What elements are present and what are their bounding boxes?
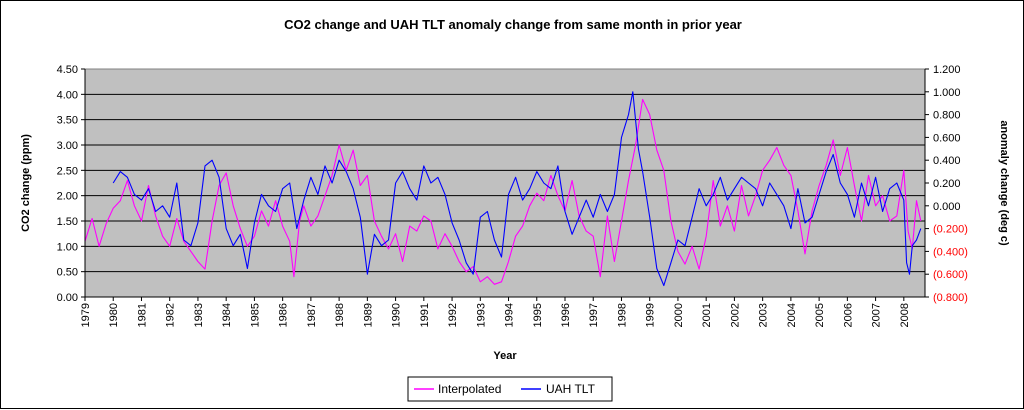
y-right-tick-label: 1.200 <box>933 64 961 76</box>
chart-title: CO2 change and UAH TLT anomaly change fr… <box>284 17 742 32</box>
x-tick-label: 1994 <box>504 303 516 327</box>
legend: Interpolated UAH TLT <box>407 376 613 402</box>
x-tick-label: 1980 <box>108 303 120 327</box>
x-tick-label: 1985 <box>249 303 261 327</box>
x-tick-label: 2008 <box>899 303 911 327</box>
legend-box <box>407 376 613 402</box>
x-tick-label: 1986 <box>278 303 290 327</box>
x-tick-label: 1995 <box>532 303 544 327</box>
y-right-tick-label: 0.600 <box>933 132 961 144</box>
series-line-interpolated <box>84 98 922 285</box>
x-tick-label: 1984 <box>221 303 233 327</box>
axes-layer: 0.00 0.50 1.00 1.50 2.00 2.50 3.00 3.50 4.00 4.50… <box>57 64 968 327</box>
y-left-tick-label: 2.50 <box>57 165 78 177</box>
y-left-tick-label: 1.50 <box>57 216 78 228</box>
series-line-uah-tlt <box>112 91 922 287</box>
y-right-tick-label: (0.400) <box>933 246 968 258</box>
y-left-tick-label: 3.50 <box>57 115 78 127</box>
x-tick-label: 2004 <box>786 303 798 327</box>
legend-label-interpolated: Interpolated <box>438 382 501 396</box>
y-left-tick-label: 4.50 <box>57 64 78 76</box>
x-tick-label: 1996 <box>560 303 572 327</box>
x-tick-label: 1992 <box>447 303 459 327</box>
x-tick-label: 2006 <box>842 303 854 327</box>
x-tick-label: 1993 <box>475 303 487 327</box>
y-right-tick-label: (0.600) <box>933 269 968 281</box>
y-left-tick-label: 4.00 <box>57 89 78 101</box>
x-tick-label: 1999 <box>645 303 657 327</box>
x-tick-label: 2005 <box>814 303 826 327</box>
y-right-tick-label: 1.000 <box>933 87 961 99</box>
y-right-tick-label: 0.000 <box>933 201 961 213</box>
x-tick-label: 1979 <box>80 303 92 327</box>
x-tick-label: 2007 <box>871 303 883 327</box>
x-tick-label: 1982 <box>165 303 177 327</box>
y-right-tick-label: 0.200 <box>933 178 961 190</box>
x-tick-label: 2003 <box>758 303 770 327</box>
x-tick-label: 1997 <box>588 303 600 327</box>
x-tick-label: 1987 <box>306 303 318 327</box>
x-tick-label: 1983 <box>193 303 205 327</box>
legend-label-uah-tlt: UAH TLT <box>546 382 596 396</box>
x-tick-label: 1998 <box>616 303 628 327</box>
y-left-tick-label: 0.50 <box>57 267 78 279</box>
x-tick-label: 2002 <box>729 303 741 327</box>
plot-area <box>84 68 926 298</box>
y-axis-right-title: anomaly change (deg c) <box>998 120 1010 246</box>
series-layer <box>84 91 922 287</box>
y-left-tick-label: 3.00 <box>57 140 78 152</box>
y-right-tick-label: (0.200) <box>933 224 968 236</box>
y-right-tick-label: (0.800) <box>933 292 968 304</box>
x-tick-label: 1989 <box>362 303 374 327</box>
y-right-tick-label: 0.800 <box>933 110 961 122</box>
x-tick-label: 1988 <box>334 303 346 327</box>
x-tick-label: 1981 <box>136 303 148 327</box>
x-tick-label: 2001 <box>701 303 713 327</box>
x-tick-label: 1990 <box>391 303 403 327</box>
y-left-tick-label: 1.00 <box>57 241 78 253</box>
y-left-tick-label: 2.00 <box>57 191 78 203</box>
x-tick-label: 1991 <box>419 303 431 327</box>
x-axis-title: Year <box>493 350 517 362</box>
y-right-tick-label: 0.400 <box>933 155 961 167</box>
y-left-tick-label: 0.00 <box>57 292 78 304</box>
y-axis-left-title: CO2 change (ppm) <box>20 134 32 232</box>
x-tick-label: 2000 <box>673 303 685 327</box>
